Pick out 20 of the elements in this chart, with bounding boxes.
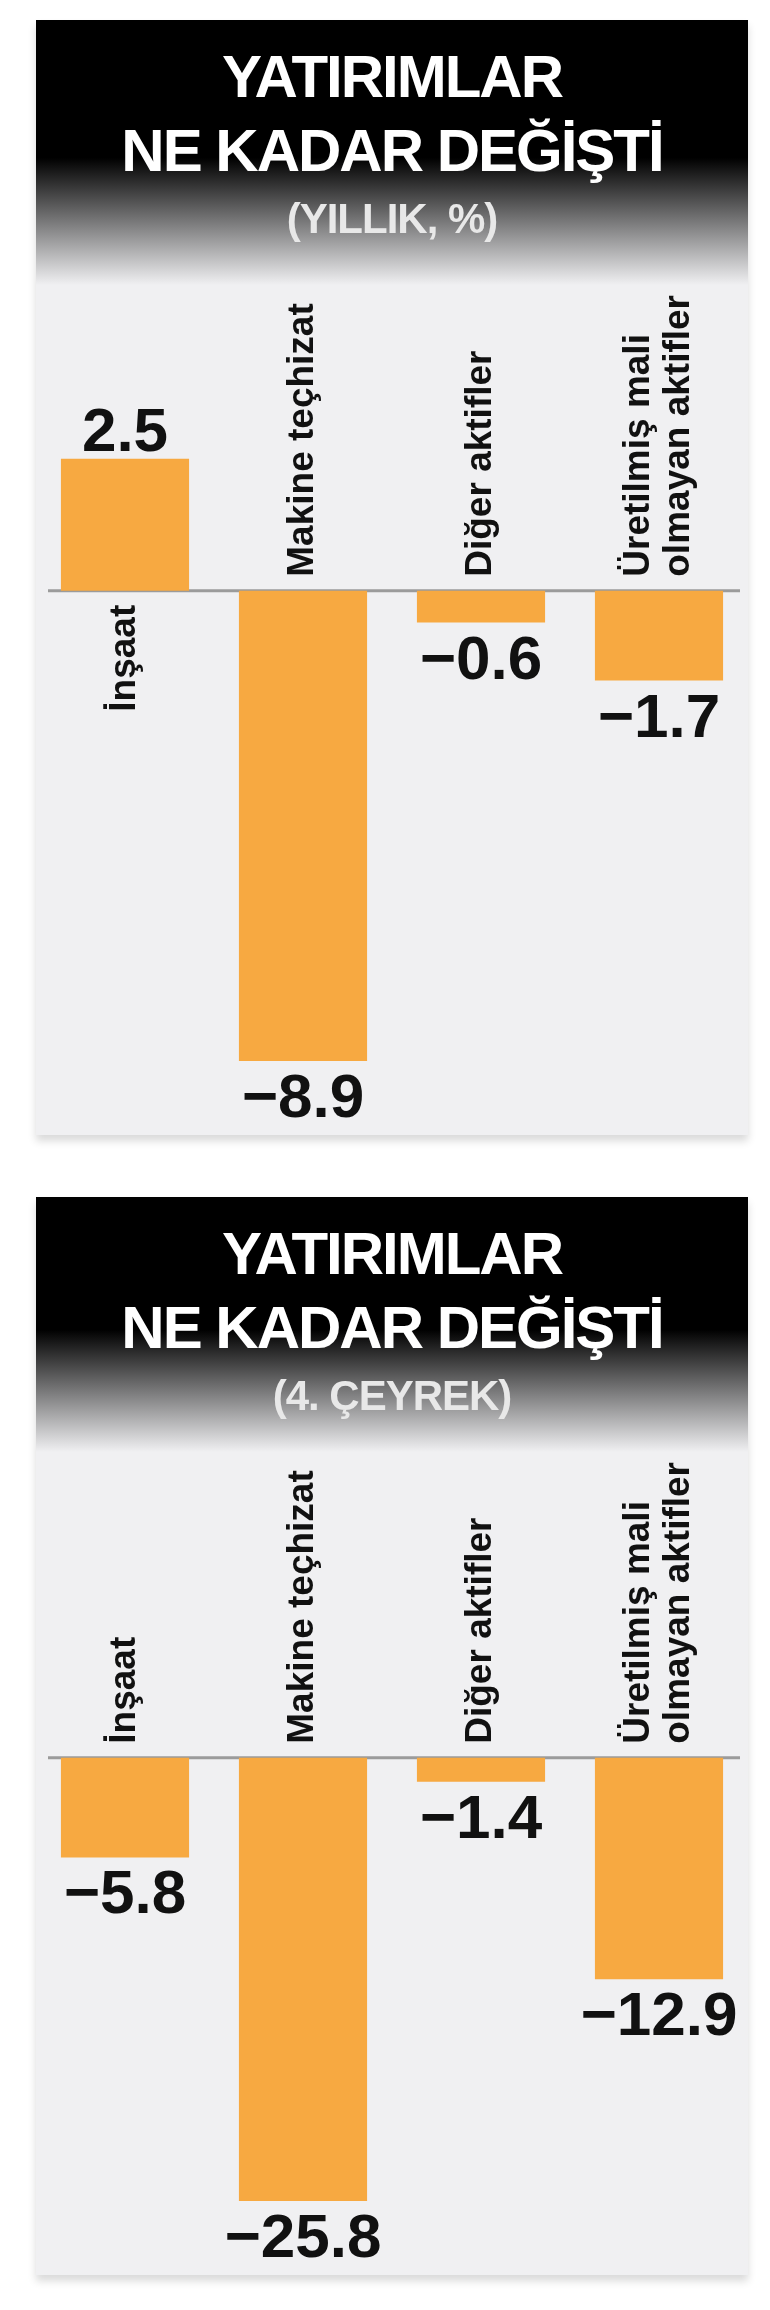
data-label: −0.6	[419, 622, 543, 692]
x-tick-label: Makine teçhizat	[280, 303, 322, 577]
x-tick-label: Üretilmiş mali olmayan aktifler	[616, 294, 698, 577]
chart-title: YATIRIMLAR NE KADAR DEĞİŞTİ	[121, 42, 663, 186]
data-label: −25.8	[224, 2201, 382, 2271]
x-tick-label: İnşaat	[102, 604, 144, 712]
chart-subtitle: (4. ÇEYREK)	[272, 1371, 512, 1421]
data-label: −1.7	[597, 680, 721, 750]
data-label: −5.8	[63, 1857, 187, 1927]
data-label: −8.9	[241, 1061, 365, 1131]
data-label: −1.4	[419, 1781, 543, 1851]
chart-title: YATIRIMLAR NE KADAR DEĞİŞTİ	[121, 1219, 663, 1363]
data-label: −12.9	[580, 1979, 738, 2049]
x-tick-label: Diğer aktifler	[458, 350, 500, 577]
data-label: 2.5	[81, 394, 169, 464]
x-tick-label: Makine teçhizat	[280, 1470, 322, 1744]
x-tick-label: Üretilmiş mali olmayan aktifler	[616, 1461, 698, 1744]
x-tick-label: Diğer aktifler	[458, 1517, 500, 1744]
x-tick-label: İnşaat	[102, 1636, 144, 1744]
chart-subtitle: (YILLIK, %)	[286, 194, 498, 244]
